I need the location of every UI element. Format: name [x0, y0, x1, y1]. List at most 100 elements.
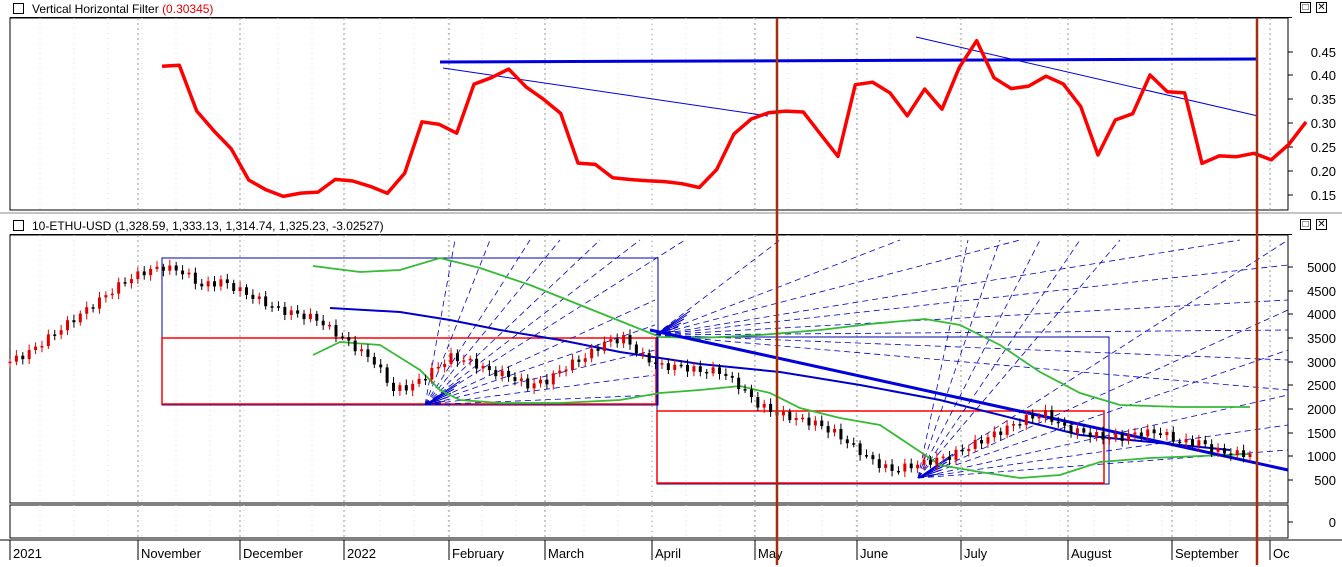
- price-descending-trendline[interactable]: [649, 328, 1289, 472]
- fan-line: [424, 239, 601, 406]
- candle-body: [443, 364, 447, 368]
- candle-body: [257, 296, 261, 300]
- vhf-plot-frame: [9, 17, 1289, 211]
- candle-body: [807, 417, 811, 426]
- price-close-button[interactable]: ✕: [1316, 219, 1327, 230]
- fan-line: [424, 374, 656, 406]
- candle-body: [539, 379, 543, 384]
- candle-body: [436, 367, 440, 369]
- candle-body: [276, 306, 280, 308]
- price-candles: [8, 259, 1252, 478]
- candle-body: [379, 364, 383, 368]
- vhf-ytick-label: 0.25: [1311, 140, 1336, 155]
- candle-body: [609, 339, 613, 342]
- candle-body: [423, 378, 427, 381]
- candle-body: [321, 320, 325, 326]
- candle-body: [360, 349, 364, 352]
- candle-body: [903, 463, 907, 472]
- price-plot-frame: [9, 234, 1289, 504]
- panel-frames: [0, 17, 1342, 541]
- candle-body: [85, 307, 89, 314]
- candle-body: [519, 378, 523, 381]
- candle-body: [468, 358, 472, 361]
- candle-body: [1165, 432, 1169, 436]
- fan-line: [424, 394, 656, 406]
- vhf-close-button[interactable]: ✕: [1316, 2, 1327, 13]
- xaxis-label: February: [452, 546, 505, 561]
- candle-body: [1101, 432, 1105, 440]
- candle-body: [142, 271, 146, 276]
- candle-body: [500, 370, 504, 377]
- fan-line: [917, 239, 969, 479]
- candle-body: [833, 428, 837, 433]
- candle-body: [238, 287, 242, 292]
- candle-body: [692, 366, 696, 372]
- panel-window-icon: [13, 3, 24, 14]
- vhf-current-value: (0.30345): [162, 2, 214, 16]
- candle-body: [21, 355, 25, 360]
- vhf-title-text: Vertical Horizontal Filter: [32, 2, 159, 16]
- xaxis-label: November: [141, 546, 202, 561]
- fan-origin-ray: [424, 380, 461, 406]
- candle-body: [1184, 439, 1188, 443]
- candle-body: [104, 295, 108, 298]
- candle-body: [494, 370, 498, 377]
- candle-body: [181, 270, 185, 275]
- candle-body: [1005, 425, 1009, 435]
- red-range-box-2[interactable]: [656, 410, 1105, 484]
- candle-body: [1037, 416, 1041, 419]
- fan-line: [917, 349, 1289, 479]
- candle-body: [366, 349, 370, 357]
- candle-body: [232, 283, 236, 292]
- vhf-descending-trendline-1[interactable]: [442, 67, 769, 117]
- price-ytick-label: 4500: [1307, 284, 1336, 299]
- candle-body: [1159, 433, 1163, 436]
- candle-body: [244, 287, 248, 295]
- candle-body: [53, 334, 57, 336]
- candle-body: [66, 320, 70, 331]
- candle-body: [628, 335, 632, 345]
- candle-body: [449, 353, 453, 365]
- vhf-restore-button[interactable]: □: [1300, 2, 1311, 13]
- candle-body: [78, 313, 82, 323]
- candle-body: [161, 266, 165, 271]
- candle-body: [1171, 432, 1175, 442]
- candle-body: [174, 265, 178, 271]
- candle-body: [986, 437, 990, 444]
- candle-body: [634, 344, 638, 354]
- candle-body: [1024, 414, 1028, 425]
- candle-body: [756, 397, 760, 408]
- price-restore-button[interactable]: □: [1300, 219, 1311, 230]
- candle-body: [884, 464, 888, 468]
- red-range-box-1[interactable]: [161, 337, 657, 405]
- fan-line: [424, 239, 456, 406]
- candle-body: [532, 383, 536, 389]
- candle-body: [398, 385, 402, 391]
- xaxis-label: Oc: [1273, 546, 1290, 561]
- candle-body: [347, 337, 351, 341]
- price-ytick-label: 2500: [1307, 378, 1336, 393]
- vhf-descending-trendline-2[interactable]: [915, 36, 1259, 117]
- candle-body: [225, 279, 229, 284]
- candle-body: [845, 439, 849, 444]
- candle-body: [1178, 441, 1182, 444]
- candle-body: [698, 366, 702, 372]
- candle-body: [737, 377, 741, 390]
- fan-line: [654, 334, 1289, 361]
- candle-body: [417, 378, 421, 384]
- price-ytick-label: 1000: [1307, 449, 1336, 464]
- candle-body: [762, 403, 766, 408]
- fan-line: [917, 239, 1121, 479]
- fan-line: [654, 239, 1241, 336]
- fan-line: [917, 239, 1041, 479]
- candle-body: [219, 279, 223, 287]
- vertical-gridlines: [39, 18, 1271, 538]
- x-axis: 2021 November December 2022 February March Apr…: [9, 540, 1290, 561]
- candle-body: [526, 378, 530, 389]
- candle-body: [896, 470, 900, 473]
- candle-body: [1152, 429, 1156, 434]
- xaxis-label: April: [655, 546, 681, 561]
- vhf-horizontal-trendline[interactable]: [439, 57, 1259, 64]
- candle-body: [1018, 424, 1022, 426]
